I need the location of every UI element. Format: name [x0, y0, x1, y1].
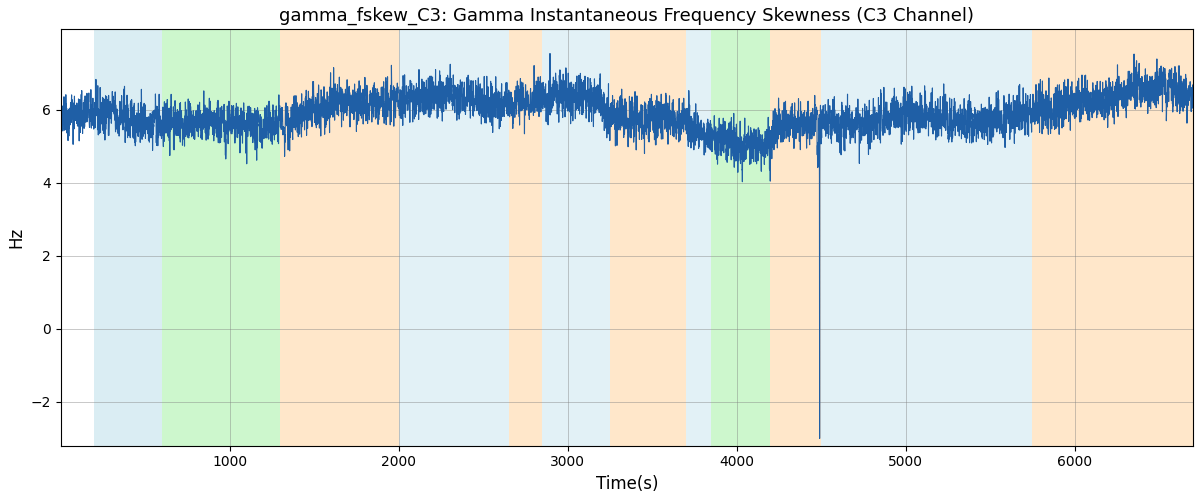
Bar — [686, 30, 712, 446]
Bar — [712, 30, 770, 446]
Bar — [770, 30, 821, 446]
Title: gamma_fskew_C3: Gamma Instantaneous Frequency Skewness (C3 Channel): gamma_fskew_C3: Gamma Instantaneous Freq… — [280, 7, 974, 25]
Bar — [281, 30, 398, 446]
Bar — [542, 30, 610, 446]
X-axis label: Time(s): Time(s) — [595, 475, 658, 493]
Bar — [509, 30, 542, 446]
Bar — [162, 30, 281, 446]
Bar — [821, 30, 1032, 446]
Bar — [95, 30, 162, 446]
Bar — [398, 30, 509, 446]
Bar — [1032, 30, 1193, 446]
Y-axis label: Hz: Hz — [7, 227, 25, 248]
Bar — [610, 30, 686, 446]
